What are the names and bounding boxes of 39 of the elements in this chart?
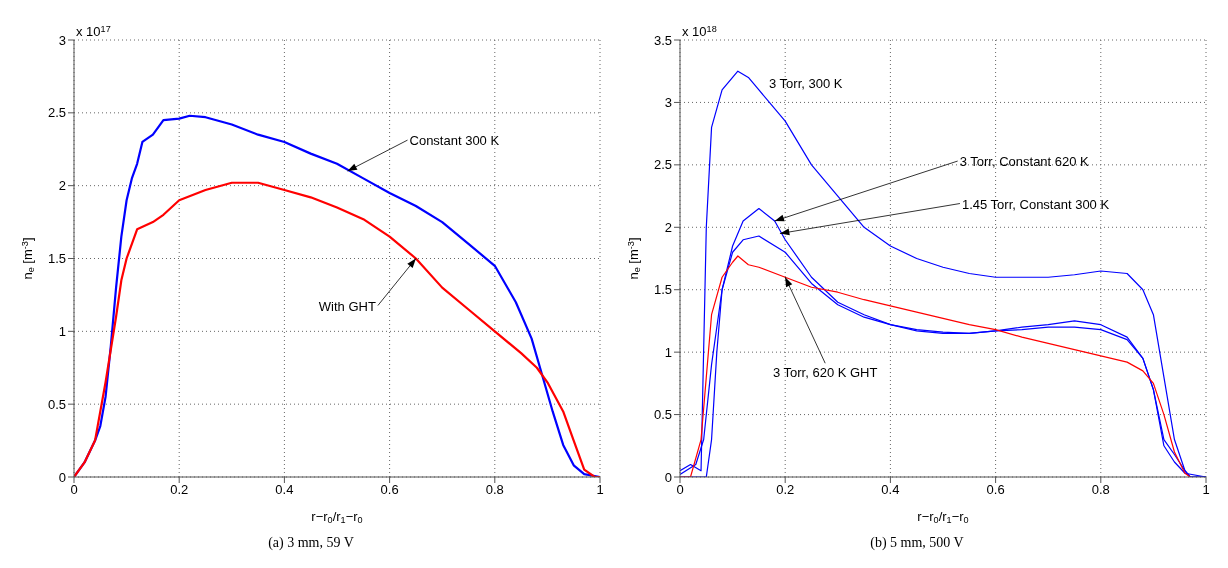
x-tick-label: 0 [70,482,78,498]
annotation: Constant 300 K [409,133,500,149]
y-tick-label: 2.5 [653,157,672,173]
x-tick-label: 0.2 [170,482,189,498]
x-tick-label: 0.8 [1091,482,1110,498]
y-tick-label: 2 [58,178,66,194]
annotation: 1.45 Torr, Constant 300 K [961,196,1110,212]
text: (b) 5 mm, 500 V [869,535,965,551]
y-tick-label: 1.5 [653,282,672,298]
y-tick-label: 3 [58,32,66,48]
x-tick-label: 1 [1202,482,1210,498]
text: x 10$^{18}$ [682,23,717,39]
x-tick-label: 0 [676,482,684,498]
y-tick-label: 0.5 [653,407,672,423]
x-axis-title: r−r$_{0}$/r$_{1}$−r$_{0}$ [917,509,969,526]
text: x 10$^{17}$ [76,23,111,39]
annotation: With GHT [318,298,376,314]
x-tick-label: 0.2 [776,482,795,498]
y-tick-label: 2 [664,219,672,235]
y-tick-label: 1 [58,323,66,339]
annotation: 3 Torr, 300 K [769,76,843,91]
annotation: 3 Torr, 620 K GHT [772,365,878,381]
x-tick-label: 0.6 [986,482,1005,498]
x-tick-label: 0.4 [275,482,294,498]
x-tick-label: 1 [596,482,604,498]
y-tick-label: 3 [664,95,672,111]
y-tick-label: 1 [664,344,672,360]
text: (a) 3 mm, 59 V [267,535,355,551]
y-tick-label: 3.5 [653,32,672,48]
y-tick-label: 0 [664,469,672,485]
x-axis-title: r−r$_{0}$/r$_{1}$−r$_{0}$ [311,509,363,526]
y-tick-label: 0 [58,469,66,485]
y-tick-label: 0.5 [47,396,66,412]
x-tick-label: 0.6 [380,482,399,498]
annotation: 3 Torr, Constant 620 K [959,154,1090,170]
y-tick-label: 2.5 [47,105,66,121]
x-tick-label: 0.8 [485,482,504,498]
y-tick-label: 1.5 [47,251,66,267]
x-tick-label: 0.4 [881,482,900,498]
